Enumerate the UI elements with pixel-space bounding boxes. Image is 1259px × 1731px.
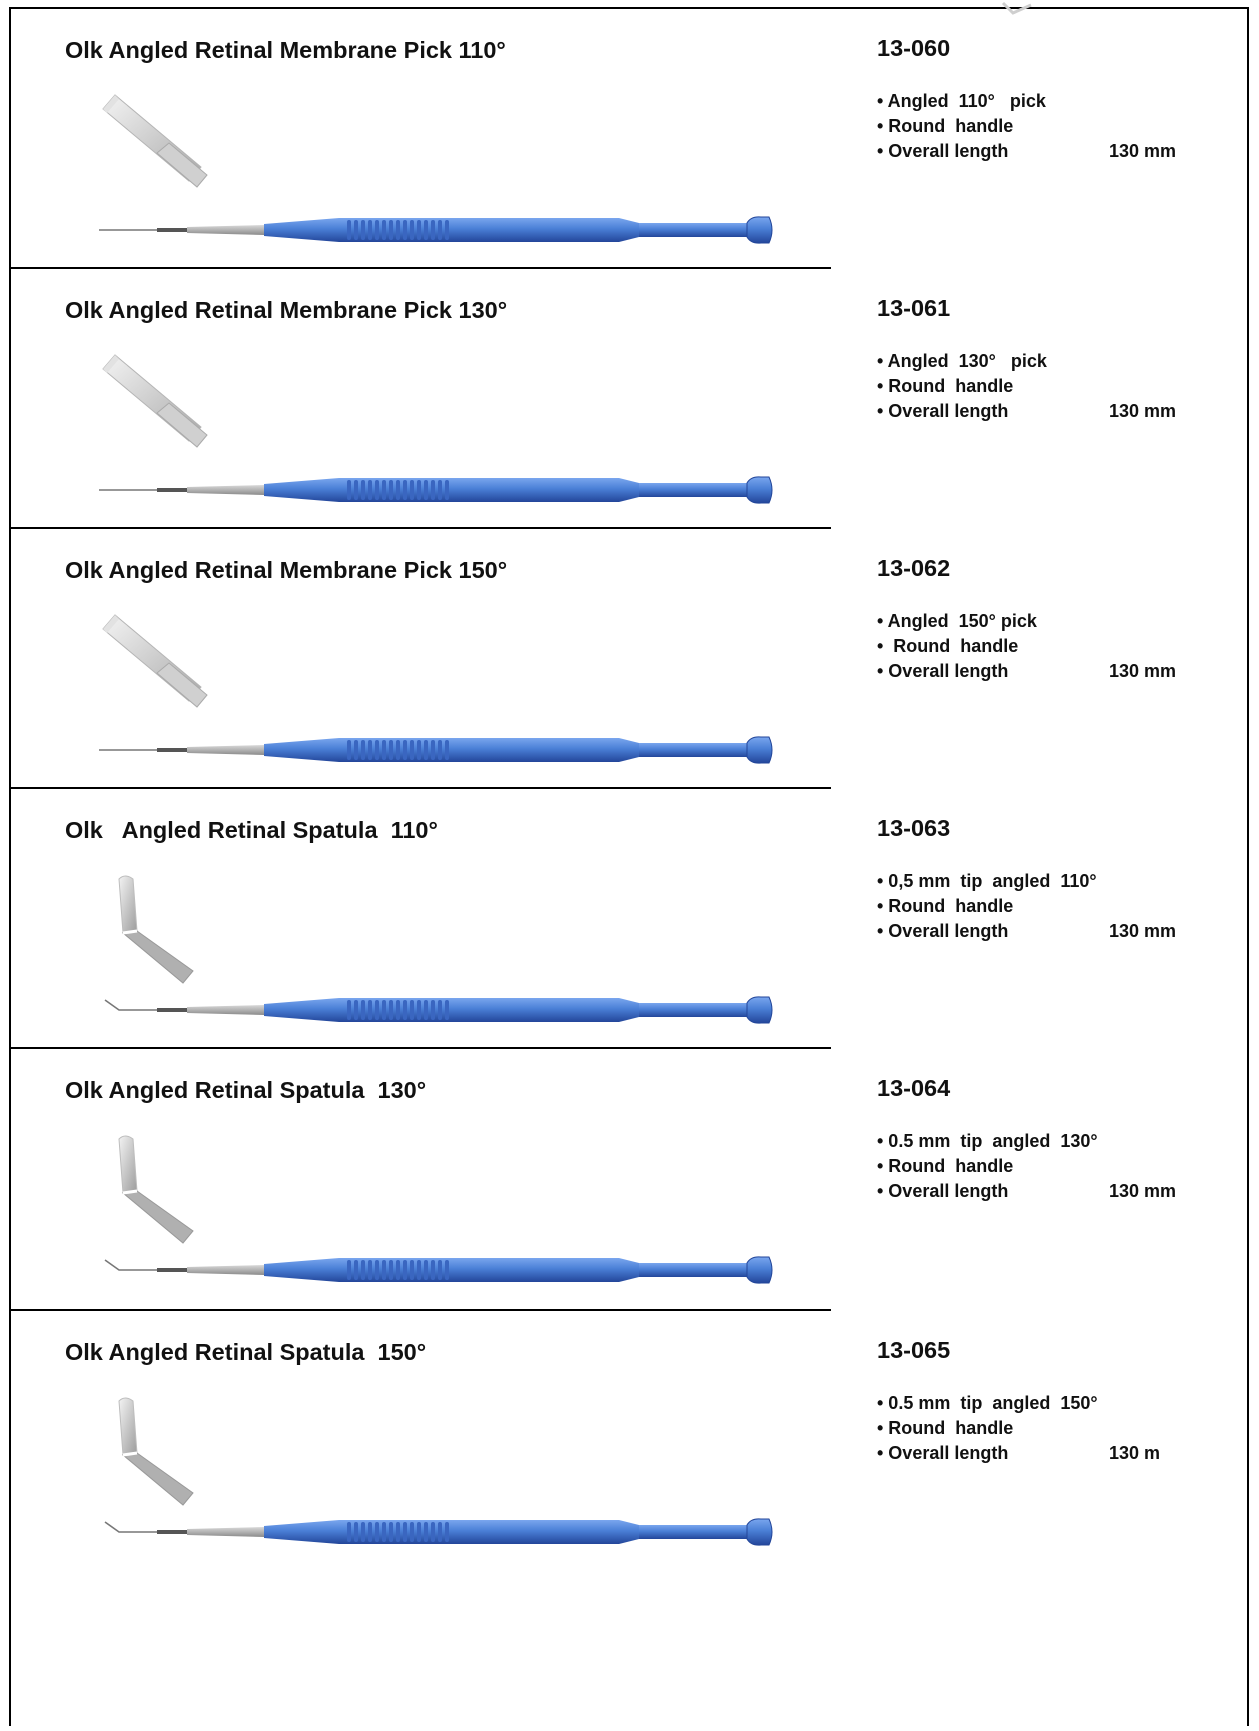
spec-label: • Overall length — [877, 661, 1009, 681]
spec-item: • Overall length 130 mm — [877, 919, 1176, 944]
instrument-illustration — [99, 994, 819, 1026]
spec-label: • Angled 110° pick — [877, 91, 1046, 111]
spec-list: • Angled 130° pick • Round handle • Overal… — [877, 349, 1176, 424]
instrument-illustration — [99, 1254, 819, 1286]
product-code: 13-061 — [877, 295, 951, 321]
spec-item: • Round handle — [877, 1416, 1098, 1441]
product-row: Olk Angled Retinal Spatula 130° 13-064 •… — [9, 1049, 1251, 1311]
product-row: Olk Angled Retinal Membrane Pick 110° 13… — [9, 9, 1251, 269]
spec-label: • Round handle — [877, 1418, 1014, 1438]
spec-item: • Overall length 130 mm — [877, 139, 1176, 164]
spec-item: • Angled 130° pick — [877, 349, 1047, 374]
spec-list: • 0,5 mm tip angled 110° • Round handle • … — [877, 869, 1176, 944]
spec-label: • Round handle — [877, 116, 1014, 136]
spec-item: • Round handle — [877, 114, 1046, 139]
spec-item: • Round handle — [877, 374, 1047, 399]
spec-list: • Angled 150° pick • Round handle • Overal… — [877, 609, 1176, 684]
spec-item: • Overall length 130 m — [877, 1441, 1160, 1466]
product-name: Olk Angled Retinal Membrane Pick 110° — [65, 37, 506, 63]
spec-item: • Overall length 130 mm — [877, 1179, 1176, 1204]
spec-label: • Overall length — [877, 1181, 1009, 1201]
spec-label: • Round handle — [877, 636, 1019, 656]
pick-tip-icon — [97, 91, 227, 211]
spec-label: • Round handle — [877, 376, 1014, 396]
instrument-illustration — [99, 474, 819, 506]
spec-value: 130 mm — [1109, 661, 1177, 681]
spec-list: • 0.5 mm tip angled 130° • Round handle • … — [877, 1129, 1176, 1204]
spec-label: • Overall length — [877, 141, 1009, 161]
spec-label: • 0,5 mm tip angled 110° — [877, 871, 1097, 891]
spec-item: • 0,5 mm tip angled 110° — [877, 869, 1097, 894]
spec-item: • Overall length 130 mm — [877, 399, 1176, 424]
spec-item: • Round handle — [877, 1154, 1098, 1179]
spec-label: • Overall length — [877, 1443, 1009, 1463]
spec-value: 130 m — [1109, 1443, 1161, 1463]
product-code: 13-060 — [877, 35, 951, 61]
row-divider — [9, 1309, 831, 1311]
product-name: Olk Angled Retinal Membrane Pick 130° — [65, 297, 508, 323]
row-divider — [9, 267, 831, 269]
product-code: 13-064 — [877, 1075, 951, 1101]
spatula-tip-icon — [97, 1131, 227, 1251]
spec-value: 130 mm — [1109, 401, 1177, 421]
row-divider — [9, 1047, 831, 1049]
instrument-illustration — [99, 734, 819, 766]
spec-item: • Round handle — [877, 634, 1037, 659]
spec-label: • Overall length — [877, 401, 1009, 421]
spec-label: • Round handle — [877, 1156, 1014, 1176]
product-row: Olk Angled Retinal Spatula 150° 13-065 •… — [11, 1311, 1251, 1731]
product-name: Olk Angled Retinal Spatula 150° — [65, 1339, 427, 1365]
catalog-page: Olk Angled Retinal Membrane Pick 110° 13… — [9, 1, 1251, 1726]
spec-list: • 0.5 mm tip angled 150° • Round handle • … — [877, 1391, 1160, 1466]
spec-item: • Angled 110° pick — [877, 89, 1046, 114]
product-code: 13-065 — [877, 1337, 951, 1363]
spec-item: • 0.5 mm tip angled 130° — [877, 1129, 1098, 1154]
spec-label: • Round handle — [877, 896, 1014, 916]
product-code: 13-063 — [877, 815, 951, 841]
spec-label: • Angled 150° pick — [877, 611, 1037, 631]
spatula-tip-icon — [97, 871, 227, 991]
spec-value: 130 mm — [1109, 141, 1177, 161]
product-name: Olk Angled Retinal Spatula 110° — [65, 817, 438, 843]
row-divider — [9, 527, 831, 529]
spec-label: • Overall length — [877, 921, 1009, 941]
instrument-illustration — [99, 214, 819, 246]
product-row: Olk Angled Retinal Membrane Pick 150° 13… — [9, 529, 1251, 789]
spec-label: • 0.5 mm tip angled 130° — [877, 1131, 1098, 1151]
spec-value: 130 mm — [1109, 921, 1177, 941]
product-code: 13-062 — [877, 555, 951, 581]
instrument-illustration — [99, 1516, 819, 1548]
spec-value: 130 mm — [1109, 1181, 1177, 1201]
pick-tip-icon — [97, 611, 227, 731]
pick-tip-icon — [97, 351, 227, 471]
product-name: Olk Angled Retinal Spatula 130° — [65, 1077, 427, 1103]
row-divider — [9, 787, 831, 789]
spec-label: • 0.5 mm tip angled 150° — [877, 1393, 1098, 1413]
corner-mark — [997, 0, 1037, 19]
spec-label: • Angled 130° pick — [877, 351, 1047, 371]
product-row: Olk Angled Retinal Spatula 110° 13-063 •… — [9, 789, 1251, 1049]
product-name: Olk Angled Retinal Membrane Pick 150° — [65, 557, 508, 583]
spatula-tip-icon — [97, 1393, 227, 1513]
spec-item: • Round handle — [877, 894, 1097, 919]
spec-item: • Overall length 130 mm — [877, 659, 1176, 684]
spec-item: • 0.5 mm tip angled 150° — [877, 1391, 1098, 1416]
spec-list: • Angled 110° pick • Round handle • Overal… — [877, 89, 1176, 164]
spec-item: • Angled 150° pick — [877, 609, 1037, 634]
product-row: Olk Angled Retinal Membrane Pick 130° 13… — [9, 269, 1251, 529]
